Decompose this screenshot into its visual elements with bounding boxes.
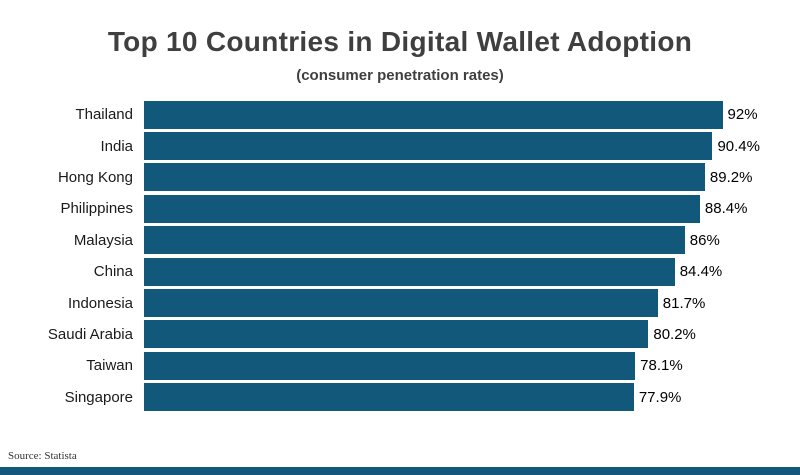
bar-row: Malaysia 86%: [0, 225, 798, 256]
value-label: 78.1%: [640, 357, 683, 375]
bar-track: 78.1%: [144, 351, 798, 380]
chart-title: Top 10 Countries in Digital Wallet Adopt…: [107, 26, 693, 57]
category-label: Taiwan: [86, 357, 133, 375]
bar: [144, 351, 636, 380]
bar: [144, 320, 649, 349]
value-label: 90.4%: [717, 137, 760, 155]
chart-subtitle: (consumer penetration rates): [296, 67, 504, 84]
value-label: 92%: [727, 106, 758, 124]
bar-row: Hong Kong 89.2%: [0, 162, 798, 193]
category-label: Singapore: [64, 388, 133, 406]
bar-track: 90.4%: [144, 132, 798, 161]
value-label: 86%: [689, 231, 720, 249]
bar-row: China 84.4%: [0, 256, 798, 287]
category-label: China: [93, 263, 133, 281]
bar-row: Saudi Arabia 80.2%: [0, 319, 798, 350]
category-label: Hong Kong: [57, 168, 133, 186]
category-label: Thailand: [75, 106, 133, 124]
bar-chart: Thailand 92% India 90.4% Hong Kong 89.2% Phili…: [0, 99, 800, 413]
bar-row: Thailand 92%: [0, 99, 798, 130]
bar: [144, 100, 723, 129]
bar-track: 86%: [144, 226, 798, 255]
bar-row: Singapore 77.9%: [0, 382, 798, 413]
bar-row: India 90.4%: [0, 130, 798, 161]
bar-row: Philippines 88.4%: [0, 193, 798, 224]
value-label: 81.7%: [662, 294, 706, 312]
value-label: 77.9%: [638, 388, 682, 406]
bar: [144, 132, 713, 161]
bar-track: 80.2%: [144, 320, 798, 349]
category-label: Philippines: [60, 200, 133, 218]
category-label: India: [100, 137, 133, 155]
category-label: Saudi Arabia: [47, 325, 133, 343]
value-label: 84.4%: [679, 263, 723, 281]
bar: [144, 163, 705, 192]
bar-track: 77.9%: [144, 383, 798, 412]
bar-row: Taiwan 78.1%: [0, 350, 798, 381]
footer-accent-strip: [0, 467, 800, 475]
category-label: Indonesia: [67, 294, 133, 312]
bar-rows: Thailand 92% India 90.4% Hong Kong 89.2% Phili…: [0, 99, 798, 413]
bar-track: 88.4%: [144, 194, 798, 223]
value-label: 89.2%: [709, 168, 753, 186]
bar: [144, 257, 675, 286]
category-label: Malaysia: [73, 231, 133, 249]
bar-track: 92%: [144, 100, 798, 129]
bar-track: 81.7%: [144, 289, 798, 318]
value-label: 80.2%: [653, 325, 696, 343]
bar-row: Indonesia 81.7%: [0, 287, 798, 318]
bar-track: 89.2%: [144, 163, 798, 192]
bar: [144, 383, 634, 412]
bar-track: 84.4%: [144, 257, 798, 286]
value-label: 88.4%: [704, 200, 748, 218]
source-attribution: Source: Statista: [8, 450, 77, 462]
bar: [144, 194, 700, 223]
bar: [144, 226, 685, 255]
bar: [144, 289, 658, 318]
